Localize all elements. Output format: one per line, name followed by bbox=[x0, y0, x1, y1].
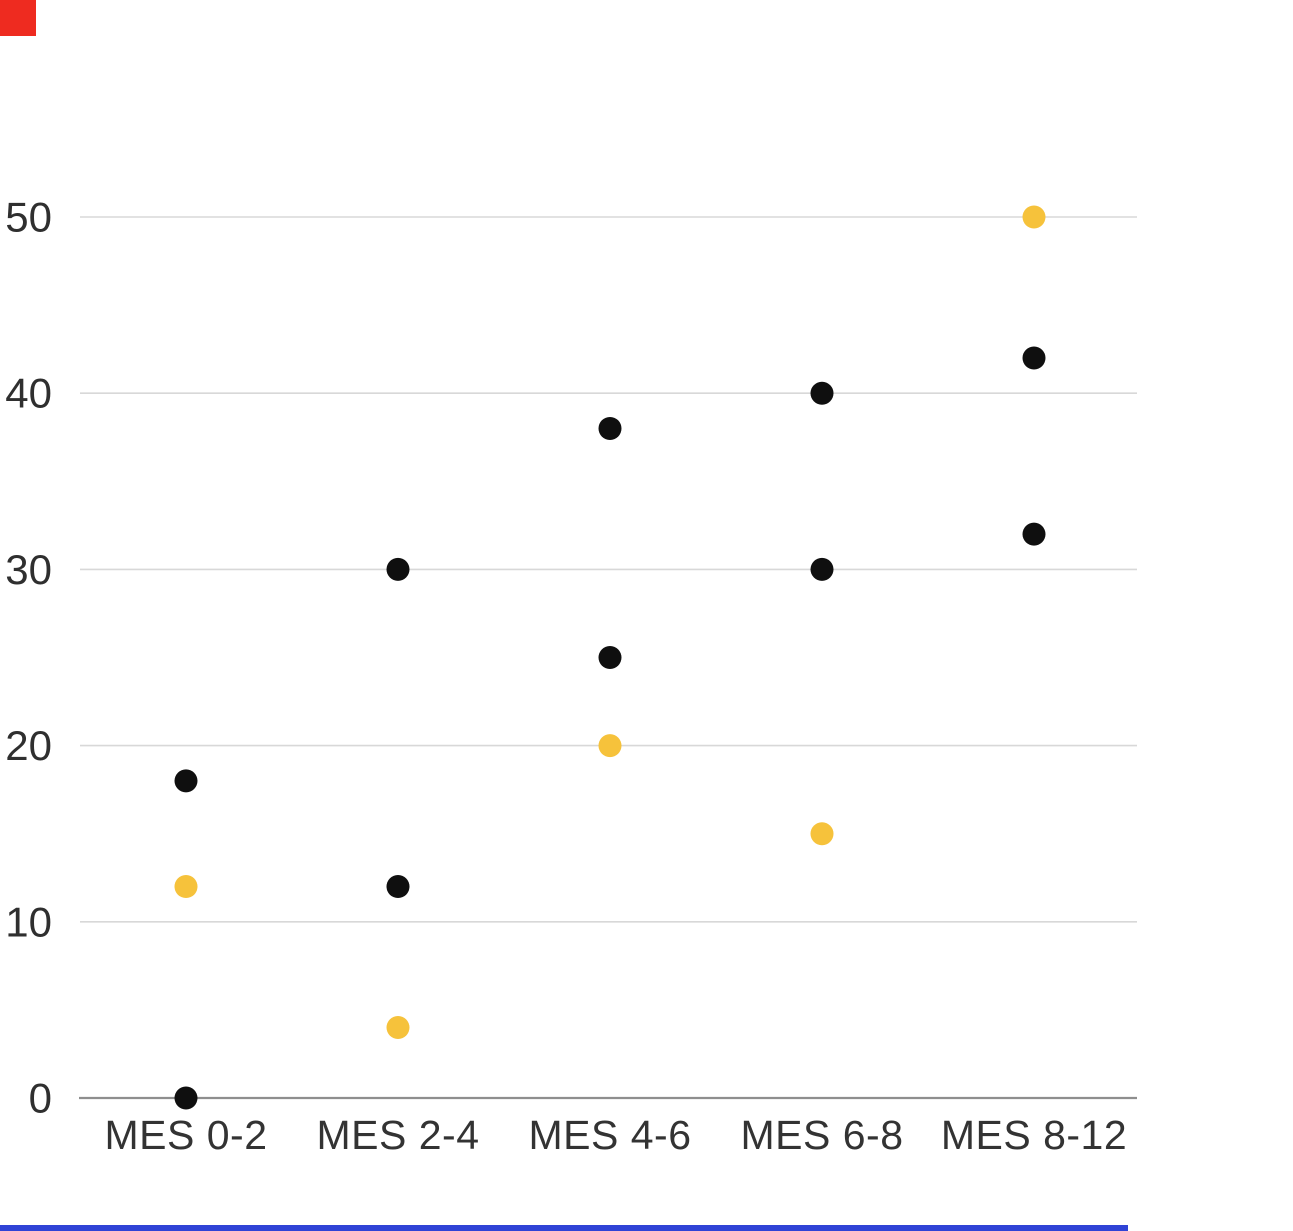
data-point-yellow-dots bbox=[174, 875, 198, 899]
y-tick-label: 40 bbox=[5, 370, 52, 417]
red-corner-marker bbox=[0, 0, 36, 36]
data-point-black-lower-dots bbox=[598, 646, 622, 669]
bottom-blue-line bbox=[0, 1225, 1128, 1231]
data-point-yellow-dots bbox=[810, 822, 834, 846]
data-point-black-lower-dots bbox=[386, 875, 410, 899]
data-point-black-lower-dots bbox=[1022, 522, 1046, 546]
data-point-yellow-dots bbox=[598, 734, 622, 758]
x-axis-label: MES 2-4 bbox=[317, 1112, 480, 1158]
y-tick-label: 30 bbox=[5, 546, 52, 593]
data-point-yellow-dots bbox=[1022, 205, 1046, 229]
y-tick-label: 50 bbox=[5, 194, 52, 241]
x-axis-label: MES 4-6 bbox=[529, 1112, 692, 1158]
y-tick-label: 0 bbox=[29, 1075, 52, 1122]
data-point-black-upper-dots bbox=[1022, 346, 1046, 370]
data-point-black-upper-dots bbox=[174, 769, 198, 793]
data-point-black-upper-dots bbox=[386, 557, 410, 581]
y-tick-label: 10 bbox=[5, 898, 52, 945]
data-point-black-upper-dots bbox=[598, 416, 622, 440]
x-axis-label: MES 0-2 bbox=[105, 1112, 268, 1158]
y-tick-label: 20 bbox=[5, 722, 52, 769]
data-point-black-upper-dots bbox=[810, 381, 834, 405]
x-axis-label: MES 6-8 bbox=[741, 1112, 904, 1158]
data-point-black-lower-dots bbox=[174, 1086, 198, 1110]
x-axis-label: MES 8-12 bbox=[941, 1112, 1127, 1158]
data-point-black-lower-dots bbox=[810, 557, 834, 581]
data-point-yellow-dots bbox=[386, 1016, 410, 1040]
